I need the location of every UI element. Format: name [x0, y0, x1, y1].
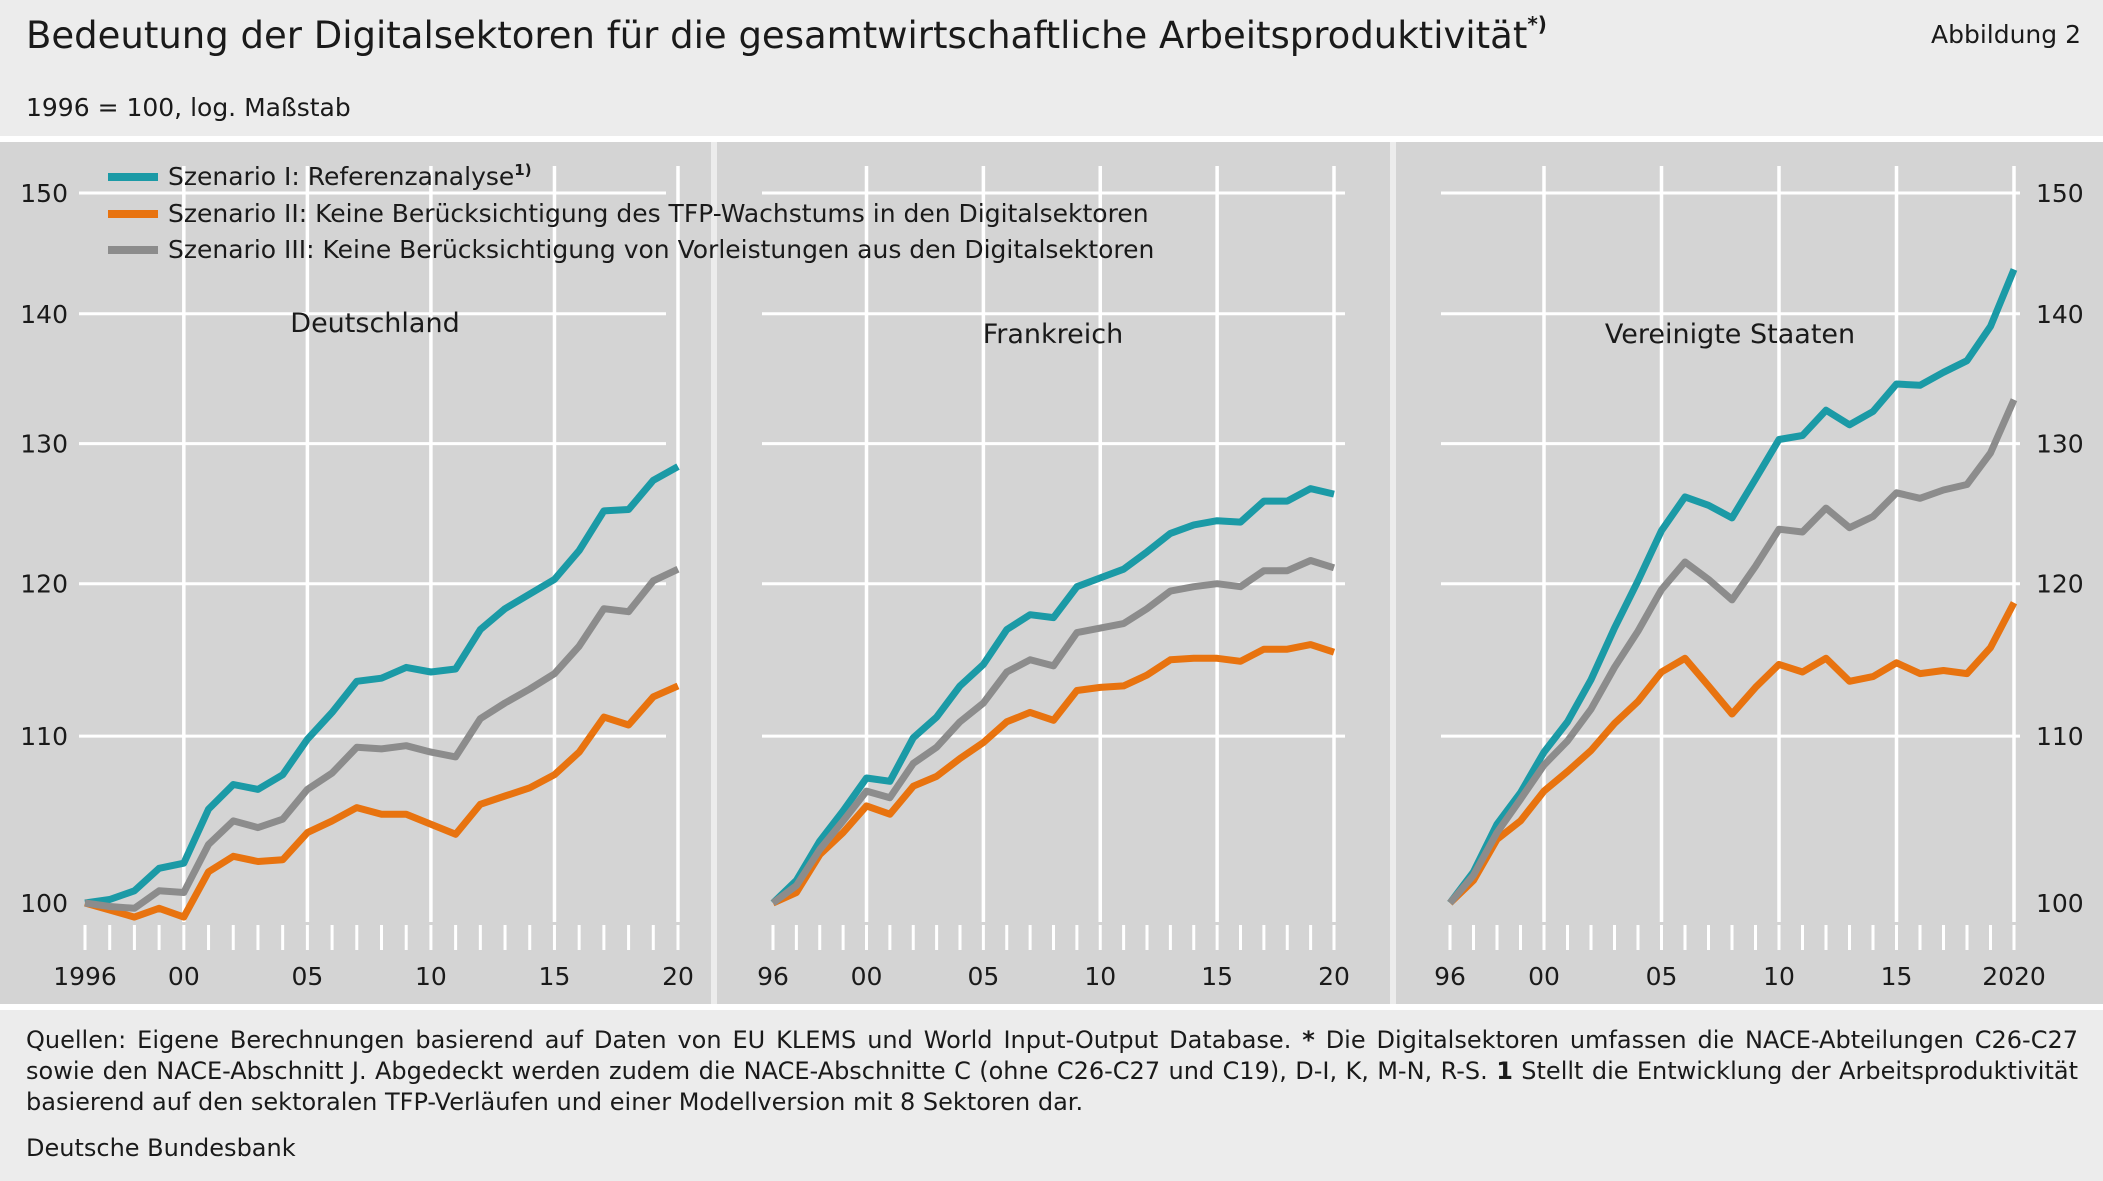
- legend: Szenario I: Referenzanalyse1) Szenario II…: [108, 161, 1154, 264]
- panel-deutschland: 1996 00 05 10 15 20 100 110 120 130 140 150 Deutschl…: [0, 142, 711, 1004]
- legend-label-scenario-1: Szenario I: Referenzanalyse1): [168, 161, 532, 191]
- x-tick-label: 00: [168, 962, 200, 991]
- x-tick-label: 15: [1201, 962, 1233, 991]
- x-tick-label: 00: [1528, 962, 1560, 991]
- y-tick-label: 120: [20, 570, 68, 599]
- series-line-scenario-3: [1447, 398, 2018, 906]
- chart-title: Bedeutung der Digitalsektoren für die ge…: [26, 11, 1547, 57]
- x-tick-label: 05: [1646, 962, 1678, 991]
- x-tick-label: 2020: [1982, 962, 2046, 991]
- x-tick-label: 05: [291, 962, 323, 991]
- x-tick-label: 96: [1434, 962, 1466, 991]
- legend-label-scenario-3: Szenario III: Keine Berücksichtigung von…: [168, 235, 1154, 264]
- y-tick-label: 100: [20, 889, 68, 918]
- chart-title-text: Bedeutung der Digitalsektoren für die ge…: [26, 14, 1528, 57]
- y-tick-label: 140: [2036, 300, 2084, 329]
- y-tick-label: 110: [20, 722, 68, 751]
- y-tick-label: 150: [20, 179, 68, 208]
- chart-area: 1996 00 05 10 15 20 100 110 120 130 140 150 Deutschl…: [0, 142, 2103, 1004]
- title-footnote-marker: *): [1527, 11, 1547, 36]
- series-line-scenario-2: [771, 641, 1336, 907]
- panel-vereinigte-staaten: 96 00 05 10 15 2020 100 110 120 130 140 150 Vereinig…: [1396, 142, 2103, 1004]
- x-tick-label: 96: [757, 962, 789, 991]
- legend-label-text: Szenario I: Referenzanalyse: [168, 162, 514, 191]
- panel-title: Frankreich: [983, 319, 1124, 350]
- footnote: Quellen: Eigene Berechnungen basierend a…: [26, 1025, 2078, 1118]
- y-tick-label: 150: [2036, 179, 2084, 208]
- series-line-scenario-3: [84, 566, 680, 912]
- panel-title: Vereinigte Staaten: [1605, 319, 1855, 350]
- y-tick-label: 120: [2036, 570, 2084, 599]
- footnote-one-text: Stellt die Entwicklung der Arbeitsproduk…: [26, 1057, 2078, 1116]
- series-line-scenario-2: [1447, 601, 2018, 906]
- y-tick-label: 110: [2036, 722, 2084, 751]
- panel-title: Deutschland: [290, 308, 459, 339]
- panel-frankreich: 96 00 05 10 15 20 Frankreich: [717, 142, 1390, 1004]
- x-tick-label: 15: [539, 962, 571, 991]
- x-tick-label: 10: [1763, 962, 1795, 991]
- y-tick-label: 100: [2036, 889, 2084, 918]
- footnote-star-text: Die Digitalsektoren umfassen die NACE-Ab…: [26, 1026, 2078, 1085]
- footnote-one-marker: 1: [1496, 1057, 1513, 1085]
- series-line-scenario-3: [770, 557, 1336, 906]
- series-line-scenario-1: [84, 463, 680, 907]
- series-line-scenario-1: [770, 485, 1335, 906]
- x-tick-label: 10: [415, 962, 447, 991]
- x-tick-label: 20: [1318, 962, 1350, 991]
- y-tick-label: 140: [20, 300, 68, 329]
- legend-label-scenario-2: Szenario II: Keine Berücksichtigung des …: [168, 199, 1149, 228]
- legend-footnote-marker: 1): [514, 161, 531, 179]
- x-tick-label: 10: [1084, 962, 1116, 991]
- header-divider: [0, 136, 2103, 142]
- x-tick-label: 1996: [53, 962, 117, 991]
- source-label: Deutsche Bundesbank: [26, 1134, 296, 1162]
- series-line-scenario-2: [84, 682, 680, 921]
- x-tick-label: 15: [1881, 962, 1913, 991]
- legend-label-text: Szenario III: Keine Berücksichtigung von…: [168, 235, 1154, 264]
- footnote-star-marker: *: [1302, 1026, 1315, 1054]
- series-line-scenario-1: [1447, 268, 2018, 906]
- figure-label: Abbildung 2: [1930, 20, 2081, 49]
- x-tick-label: 05: [967, 962, 999, 991]
- footnote-sources: Quellen: Eigene Berechnungen basierend a…: [26, 1026, 1303, 1054]
- y-tick-label: 130: [2036, 430, 2084, 459]
- chart-subtitle: 1996 = 100, log. Maßstab: [26, 93, 351, 122]
- panel-background: [0, 142, 711, 1004]
- x-tick-label: 20: [662, 962, 694, 991]
- footer-divider: [0, 1004, 2103, 1010]
- x-tick-label: 00: [851, 962, 883, 991]
- y-tick-label: 130: [20, 430, 68, 459]
- legend-label-text: Szenario II: Keine Berücksichtigung des …: [168, 199, 1149, 228]
